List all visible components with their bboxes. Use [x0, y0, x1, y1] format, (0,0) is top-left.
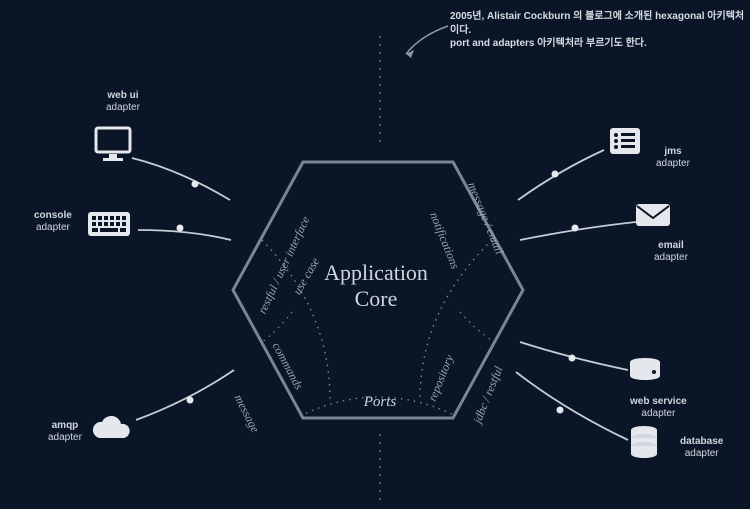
caption-line1: 2005년, Alistair Cockburn 의 블로그에 소개된 hexa…: [450, 11, 744, 36]
core-title-2: Core: [316, 286, 436, 312]
envelope-icon: [636, 204, 670, 226]
adapter-label-email: emailadapter: [654, 240, 688, 264]
caption-line2: port and adapters 아키텍처라 부르기도 한다.: [450, 38, 647, 49]
adapter-label-web-ui: web uiadapter: [106, 90, 140, 114]
adapter-label-console: consoleadapter: [34, 210, 72, 234]
caption-arrow: [406, 26, 448, 54]
adapter-label-jms: jmsadapter: [656, 146, 690, 170]
cloud-icon: [93, 416, 130, 438]
ports-label: Ports: [350, 394, 410, 411]
list-icon: [610, 128, 640, 154]
database-icon: [631, 426, 657, 458]
port-branch-r: [460, 312, 494, 342]
adapter-label-amqp: amqpadapter: [48, 420, 82, 444]
caption-arrow-head: [406, 50, 414, 58]
diagram-root: 2005년, Alistair Cockburn 의 블로그에 소개된 hexa…: [0, 0, 750, 509]
adapter-label-web-svc: web serviceadapter: [630, 396, 687, 420]
adapter-label-database: databaseadapter: [680, 436, 723, 460]
monitor-icon: [96, 128, 130, 161]
server-icon: [630, 358, 660, 380]
core-title-1: Application: [316, 260, 436, 286]
diagram-svg: [0, 0, 750, 509]
keyboard-icon: [88, 212, 130, 236]
port-branch-l: [262, 312, 292, 342]
caption: 2005년, Alistair Cockburn 의 블로그에 소개된 hexa…: [450, 10, 750, 51]
